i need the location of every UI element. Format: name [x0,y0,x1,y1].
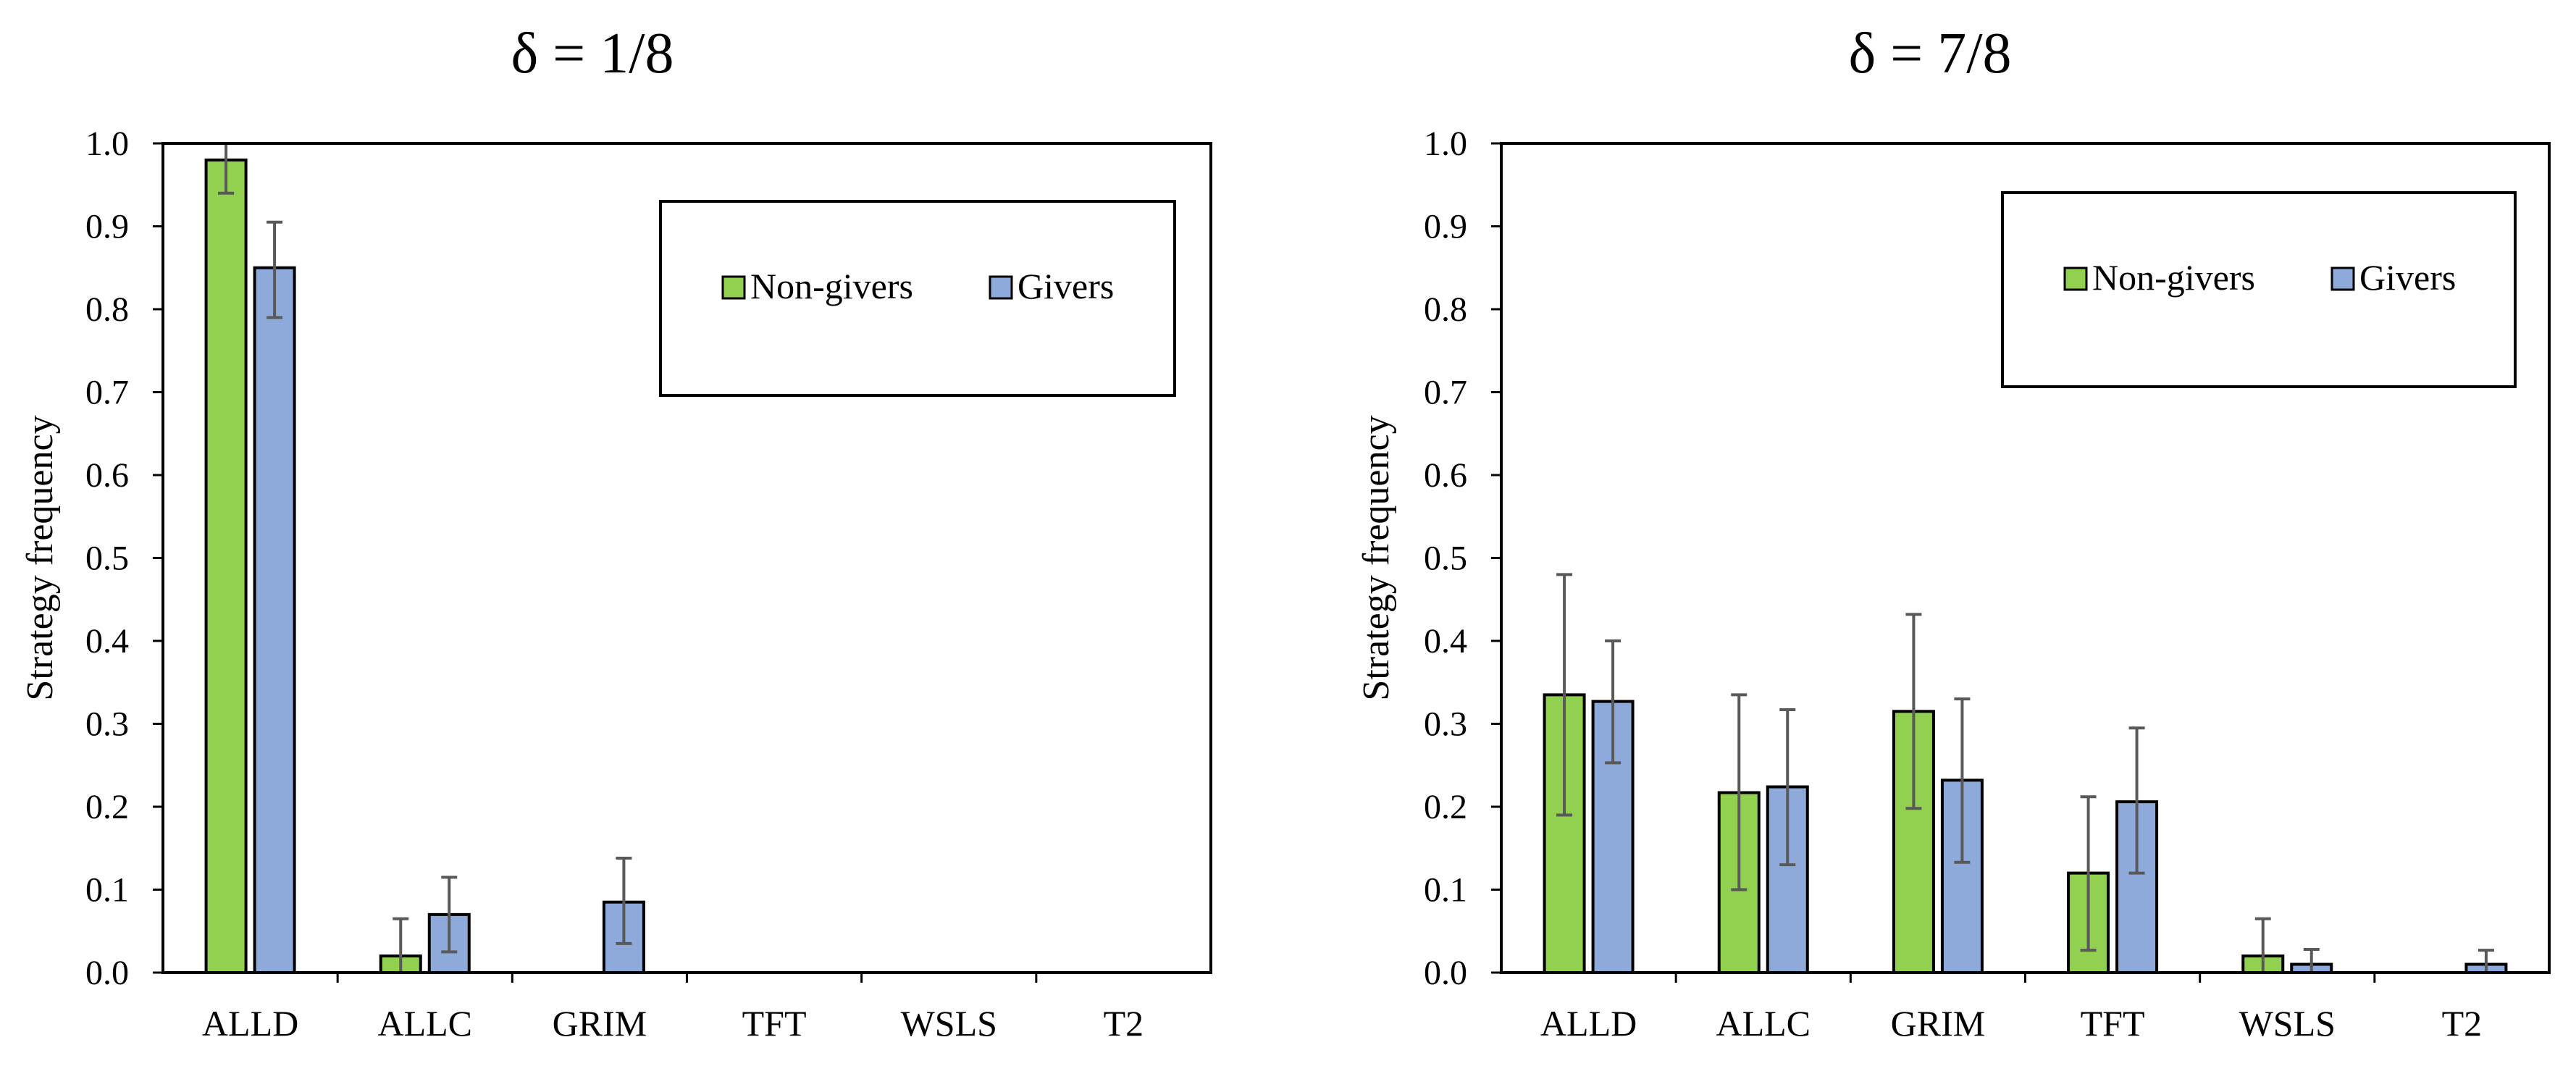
x-category-label: GRIM [1891,1003,1986,1044]
bar-non-givers [204,158,248,974]
legend-swatch-givers [989,275,1013,300]
plot-frame [161,142,1212,974]
x-category-label: ALLC [1716,1003,1811,1044]
x-category-label: WSLS [2239,1003,2336,1044]
y-tick-label: 0.5 [85,540,129,578]
y-tick-label: 0.2 [85,788,129,826]
y-tick-label: 0.1 [85,871,129,910]
y-axis-label: Strategy frequency [20,415,61,700]
y-tick-label: 1.0 [1424,125,1467,163]
legend-box [2001,191,2517,388]
y-tick-label: 0.4 [85,622,129,660]
chart-panel-delta-1-8: δ = 1/8 Strategy frequency 0.0 0.1 0.2 0.3 0.4… [20,22,1212,1044]
legend-swatch-non-givers [721,275,746,300]
x-category-label: T2 [1104,1003,1144,1044]
y-tick-label: 0.0 [1424,954,1467,992]
legend-swatch-givers [2330,266,2355,291]
x-category-label: TFT [742,1003,807,1044]
legend-label-givers: Givers [1018,266,1114,306]
y-tick-label: 0.3 [1424,705,1467,744]
y-tick-label: 0.4 [1424,622,1467,660]
x-category-label: ALLD [202,1003,298,1044]
y-tick-label: 0.2 [1424,788,1467,826]
y-tick-label: 1.0 [85,125,129,163]
legend-label-non-givers: Non-givers [750,266,913,306]
bar-givers [253,266,296,974]
y-tick-label: 0.6 [1424,456,1467,495]
legend-swatch-non-givers [2063,266,2088,291]
y-tick-label: 0.1 [1424,871,1467,910]
x-category-label: WSLS [901,1003,997,1044]
y-tick-label: 0.8 [1424,290,1467,329]
y-tick-label: 0.7 [85,374,129,412]
chart-title: δ = 1/8 [511,22,674,85]
y-tick-label: 0.8 [85,290,129,329]
y-tick-label: 0.0 [85,954,129,992]
x-category-label: TFT [2081,1003,2145,1044]
legend-label-non-givers: Non-givers [2092,257,2255,298]
y-tick-label: 0.3 [85,705,129,744]
y-tick-label: 0.9 [85,208,129,246]
chart-panel-delta-7-8: δ = 7/8 Strategy frequency 0.0 0.1 0.2 0.3 0.4… [1356,22,2551,1044]
chart-title: δ = 7/8 [1848,22,2011,85]
x-category-label: ALLD [1540,1003,1637,1044]
y-tick-label: 0.9 [1424,208,1467,246]
plot-frame [1500,142,2551,974]
y-axis-label: Strategy frequency [1356,415,1397,700]
y-tick-label: 0.5 [1424,540,1467,578]
x-category-label: GRIM [553,1003,647,1044]
x-category-label: ALLC [377,1003,472,1044]
x-category-label: T2 [2442,1003,2483,1044]
y-tick-label: 0.7 [1424,374,1467,412]
legend-box [659,200,1176,397]
y-tick-label: 0.6 [85,456,129,495]
legend-label-givers: Givers [2359,257,2456,298]
